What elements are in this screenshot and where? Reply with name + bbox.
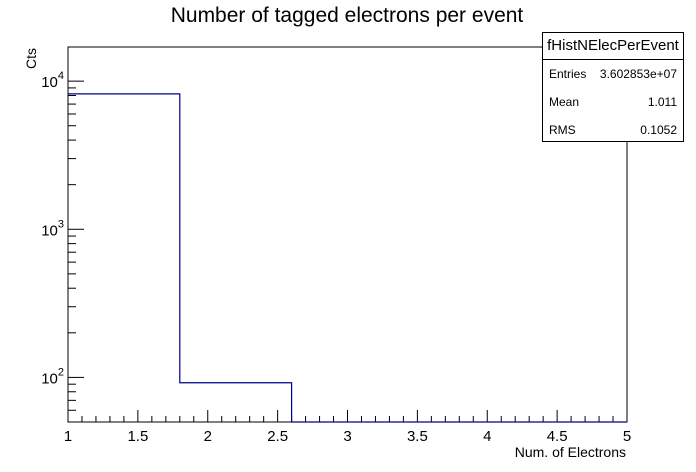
stats-row-entries: Entries 3.602853e+07 xyxy=(543,60,683,88)
x-tick-label: 4.5 xyxy=(547,428,568,445)
stats-row-rms: RMS 0.1052 xyxy=(543,116,683,144)
entries-value: 3.602853e+07 xyxy=(599,67,677,81)
stats-title: fHistNElecPerEvent xyxy=(543,33,683,60)
y-axis-ticks: 102 103 104 xyxy=(41,70,84,387)
y-tick-label: 103 xyxy=(41,218,64,239)
x-tick-label: 1 xyxy=(64,428,72,445)
histogram-series-line xyxy=(68,93,627,423)
entries-label: Entries xyxy=(549,67,587,81)
x-tick-label: 5 xyxy=(623,428,631,445)
y-tick-label: 104 xyxy=(41,70,64,91)
rms-value: 0.1052 xyxy=(640,123,677,137)
rms-label: RMS xyxy=(549,123,576,137)
stats-row-mean: Mean 1.011 xyxy=(543,88,683,116)
y-axis-title: Cts xyxy=(23,48,39,69)
mean-label: Mean xyxy=(549,95,580,109)
x-tick-label: 3 xyxy=(343,428,351,445)
x-tick-label: 1.5 xyxy=(127,428,148,445)
x-axis-title: Num. of Electrons xyxy=(515,444,626,460)
x-tick-label: 3.5 xyxy=(407,428,428,445)
stats-box: fHistNElecPerEvent Entries 3.602853e+07 … xyxy=(542,32,684,142)
chart-title: Number of tagged electrons per event xyxy=(171,4,524,27)
y-minor-ticks xyxy=(68,87,76,411)
mean-value: 1.011 xyxy=(647,95,677,109)
x-tick-label: 4 xyxy=(483,428,491,445)
x-tick-label: 2.5 xyxy=(267,428,288,445)
y-tick-label: 102 xyxy=(41,366,64,387)
x-minor-ticks xyxy=(81,416,614,422)
x-axis-ticks: 1 1.5 2 2.5 3 3.5 4 4.5 5 xyxy=(64,410,631,445)
histogram-bin xyxy=(68,94,180,422)
x-tick-label: 2 xyxy=(204,428,212,445)
